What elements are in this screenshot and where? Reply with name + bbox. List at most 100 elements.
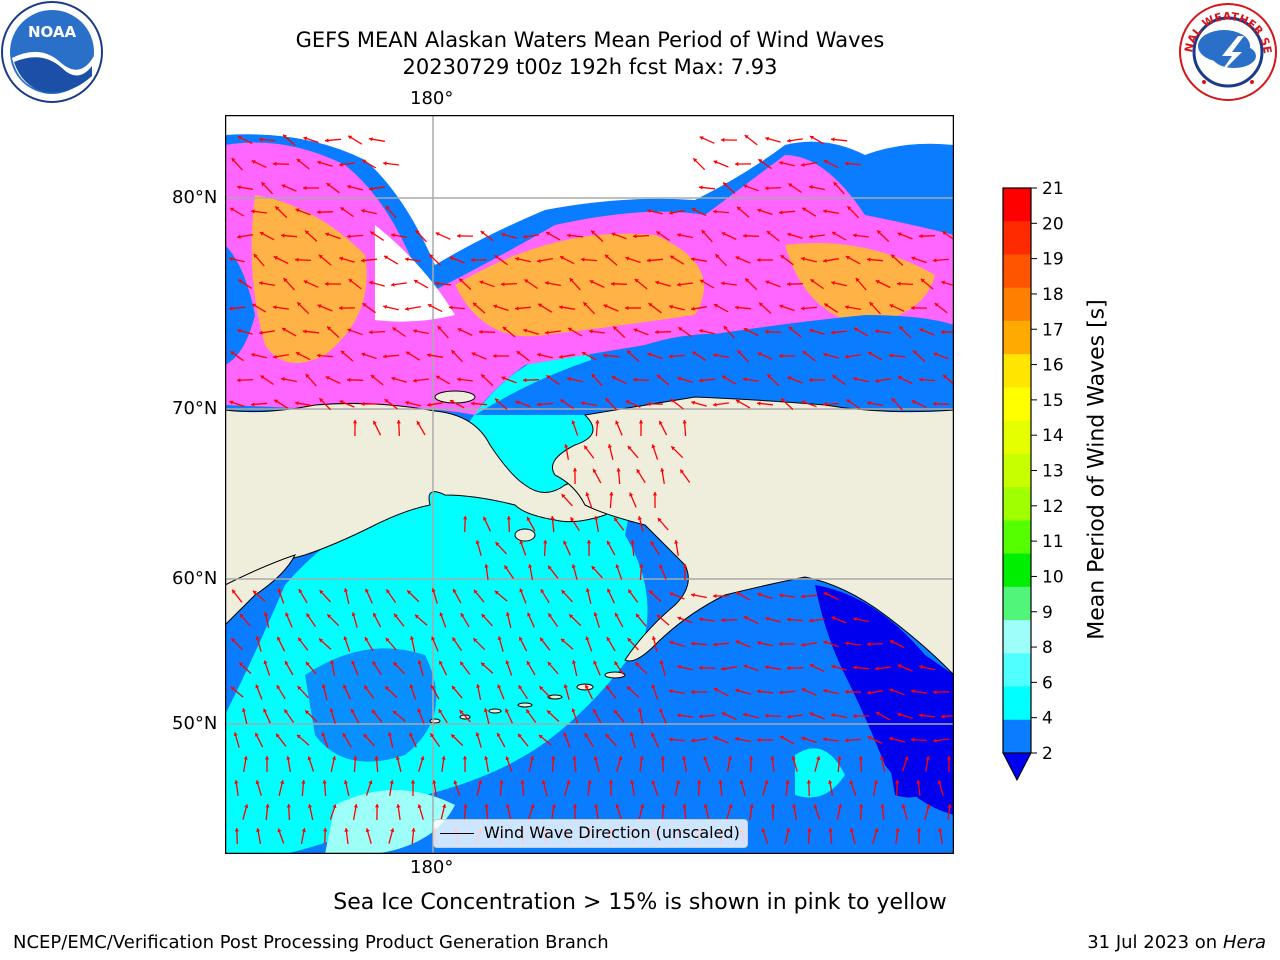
colorbar-ticks: 21 20 19 18 17 16 15 14 13 12 11 10 9 8 6 4 2 <box>1031 180 1064 764</box>
nws-logo: NATIONAL WEATHER SERVICE <box>1176 0 1277 101</box>
wind-wave-arrow-head <box>943 374 947 379</box>
wind-wave-arrow-head <box>361 208 365 214</box>
wind-wave-arrow-head <box>787 666 791 671</box>
wind-wave-arrow-head <box>431 588 436 593</box>
wind-wave-arrow-head <box>520 780 525 784</box>
wind-wave-arrow-head <box>229 400 234 405</box>
wind-wave-arrow-head <box>669 737 673 742</box>
wind-wave-arrow-head <box>743 184 748 189</box>
wind-wave-arrow-head <box>255 780 260 785</box>
wind-wave-arrow-head <box>494 590 499 595</box>
wind-wave-arrow-head <box>546 375 551 380</box>
wind-wave-arrow-head <box>339 400 344 405</box>
map-legend: Wind Wave Direction (unscaled) <box>433 819 748 848</box>
wind-wave-arrow-head <box>757 592 762 597</box>
wind-wave-arrow-head <box>251 352 255 357</box>
wind-wave-arrow-head <box>779 593 783 598</box>
wind-wave-arrow-head <box>743 328 748 332</box>
wind-wave-arrow-head <box>417 708 422 713</box>
footer-credit: NCEP/EMC/Verification Post Processing Pr… <box>13 932 609 953</box>
wind-wave-arrow-head <box>551 756 556 760</box>
wind-wave-arrow-head <box>660 756 665 760</box>
wind-wave-arrow-head <box>607 588 611 593</box>
wind-wave-arrow-head <box>595 420 600 424</box>
wind-wave-arrow-head <box>691 257 695 262</box>
wind-wave-arrow-head <box>813 804 818 809</box>
wind-wave-arrow-head <box>263 660 268 665</box>
colorbar-tick-label: 6 <box>1042 673 1053 693</box>
wind-wave-arrow-head <box>276 685 281 690</box>
wind-wave-arrow-head <box>541 780 546 784</box>
wind-wave-arrow-head <box>611 232 616 237</box>
wind-wave-arrow-head <box>237 328 242 333</box>
wind-wave-arrow-head <box>611 281 615 286</box>
wind-wave-arrow-head <box>767 374 772 379</box>
wind-wave-arrow-head <box>327 326 332 331</box>
wind-wave-arrow-head <box>677 233 681 238</box>
wind-wave-arrow-head <box>322 780 327 784</box>
wind-wave-arrow-head <box>501 376 506 381</box>
colorbar-tick-label: 2 <box>1042 744 1053 764</box>
wind-wave-arrow-head <box>385 638 390 642</box>
wind-wave-arrow-head <box>788 183 793 188</box>
wind-wave-arrow-head <box>859 804 864 808</box>
wind-wave-arrow-head <box>770 756 775 760</box>
wind-wave-arrow-head <box>277 636 281 641</box>
wind-wave-arrow-head <box>757 737 761 743</box>
wind-wave-arrow-head <box>317 160 322 165</box>
wind-wave-arrow-head <box>640 804 645 808</box>
wind-wave-arrow-head <box>655 280 660 285</box>
wind-wave-arrow-head <box>614 517 618 522</box>
wind-wave-arrow-head <box>363 734 368 738</box>
colorbar-tick-label: 14 <box>1042 426 1064 446</box>
wind-wave-arrow-head <box>823 737 827 742</box>
wind-wave-arrow-head <box>347 184 351 189</box>
wind-wave-arrow-head <box>911 737 915 742</box>
wind-wave-arrow-head <box>786 828 791 832</box>
wind-wave-arrow-head <box>409 684 414 689</box>
region-no-data-pocket <box>375 225 455 322</box>
wind-wave-arrow-head <box>788 326 793 331</box>
wind-wave-arrow-head <box>581 351 586 356</box>
wind-wave-arrow-head <box>569 614 574 619</box>
wind-wave-arrow-head <box>699 714 703 719</box>
colorbar-block <box>1003 254 1031 289</box>
wind-wave-arrow-head <box>373 612 377 617</box>
wind-wave-arrow-head <box>713 593 717 599</box>
wind-wave-arrow-head <box>255 636 260 641</box>
colorbar-tick-label: 20 <box>1042 214 1064 234</box>
wind-wave-arrow-head <box>897 664 902 669</box>
wind-wave-arrow-head <box>809 618 813 623</box>
wind-wave-arrow-head <box>627 350 631 355</box>
wind-wave-arrow-head <box>919 328 924 333</box>
wind-wave-arrow-head <box>496 732 501 737</box>
wind-wave-arrow-head <box>823 402 827 407</box>
wind-wave-arrow-head <box>387 732 392 736</box>
wind-wave-arrow-head <box>571 564 576 569</box>
wind-wave-arrow-head <box>660 468 665 472</box>
wind-wave-arrow-head <box>537 258 541 263</box>
wind-wave-arrow-head <box>713 160 718 165</box>
wind-wave-arrow-head <box>639 564 644 568</box>
wind-wave-arrow-head <box>389 780 394 784</box>
wind-wave-arrow-head <box>639 756 644 760</box>
wind-wave-arrow-head <box>854 327 859 332</box>
noaa-logo-text: NOAA <box>28 23 77 41</box>
colorbar-block <box>1003 620 1031 654</box>
wind-wave-arrow-head <box>515 306 519 311</box>
wind-wave-arrow-head <box>369 186 373 191</box>
colorbar-block <box>1003 520 1031 555</box>
wind-wave-arrow-head <box>427 402 431 407</box>
wind-wave-arrow-head <box>591 374 596 378</box>
wind-wave-arrow-head <box>691 738 695 743</box>
wind-wave-arrow-head <box>451 685 456 690</box>
wind-wave-arrow-head <box>603 304 608 309</box>
wind-wave-arrow-head <box>524 279 529 284</box>
wind-wave-arrow-head <box>831 280 835 286</box>
wind-wave-arrow-head <box>393 662 398 667</box>
wind-wave-arrow-head <box>305 661 310 666</box>
wind-wave-arrow-head <box>593 756 598 761</box>
wind-wave-arrow-head <box>538 303 543 308</box>
wind-wave-arrow-head <box>691 689 695 695</box>
wind-wave-arrow-head <box>373 420 377 425</box>
